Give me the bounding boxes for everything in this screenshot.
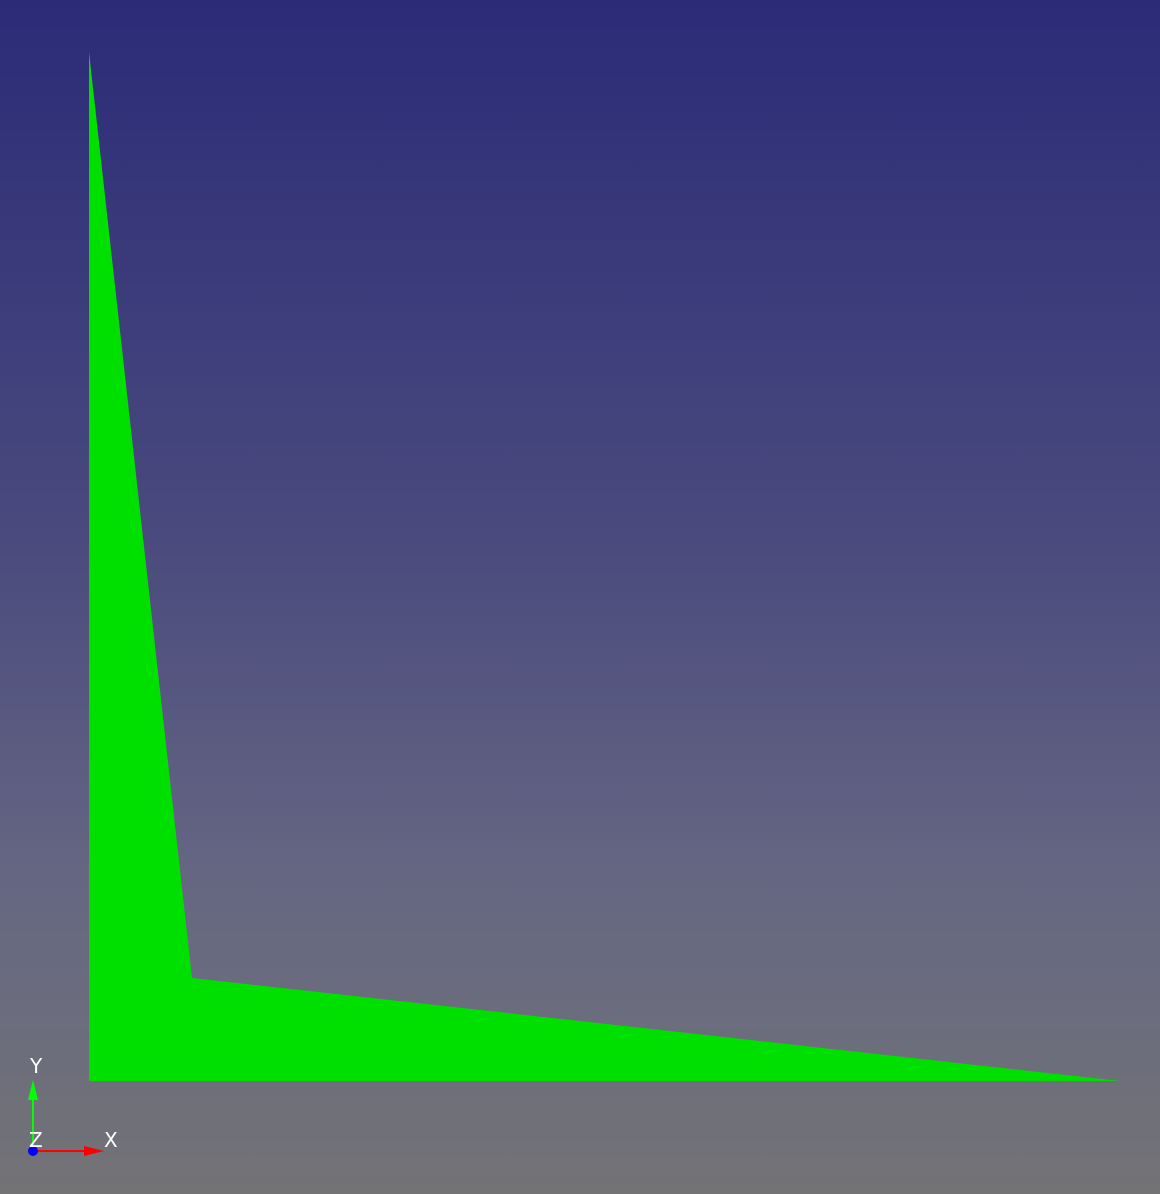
axis-cross [28,1080,104,1156]
y-axis-arrowhead [28,1080,38,1100]
z-axis-dot [28,1146,38,1156]
x-axis-arrowhead [84,1146,104,1156]
x-axis-label: X [104,1128,118,1152]
z-axis-label: Z [29,1128,43,1152]
green-l-shape[interactable] [89,52,1120,1081]
y-axis-label: Y [30,1054,43,1078]
